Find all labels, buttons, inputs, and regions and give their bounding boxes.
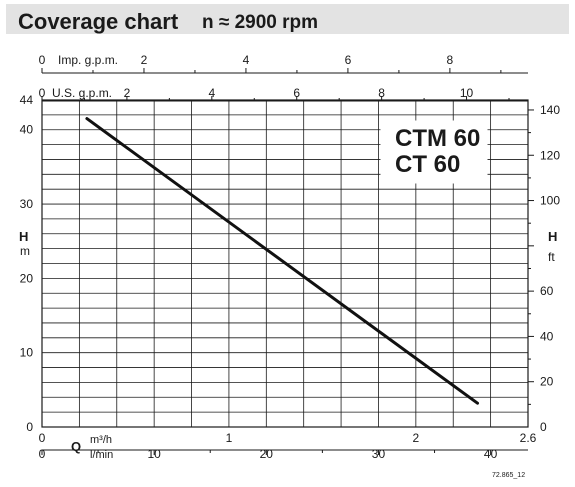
lmin-tick-label: 0 [39, 447, 46, 461]
m3h-tick-label: 1 [226, 431, 233, 445]
axes: 0 2 4 6 80 2 4 6 8 100102030404402040601001201400… [20, 53, 561, 461]
left-axis-tick-label: 20 [20, 271, 34, 285]
left-axis-unit: m [20, 244, 30, 258]
q-label: Q [71, 439, 81, 454]
m3h-tick-label: 2 [413, 431, 420, 445]
us-gpm-tick-label: 8 [378, 86, 385, 100]
lmin-tick-label: 30 [372, 447, 386, 461]
performance-curve [85, 117, 479, 405]
left-axis-tick-label: 10 [20, 346, 34, 360]
us-gpm-tick-label: 10 [460, 86, 474, 100]
model-label-ct: CT 60 [395, 151, 460, 178]
lmin-tick-label: 10 [147, 447, 161, 461]
left-axis-tick-label: 0 [26, 420, 33, 434]
right-axis-tick-label: 0 [540, 420, 547, 434]
marks [85, 117, 479, 405]
imp-gpm-tick-label: 8 [447, 53, 454, 67]
model-label-ctm: CTM 60 [395, 125, 480, 152]
right-axis-tick-label: 100 [540, 194, 560, 208]
top-axis-imp-label: Imp. g.p.m. [58, 53, 118, 67]
plot-frame [41, 99, 529, 428]
left-axis-label: H [19, 229, 28, 244]
right-axis-tick-label: 120 [540, 148, 560, 162]
title-bar: Coverage chart n ≈ 2900 rpm [6, 4, 569, 34]
right-axis-tick-label: 140 [540, 103, 560, 117]
lmin-tick-label: 20 [260, 447, 274, 461]
lmin-tick-label: 40 [484, 447, 498, 461]
right-axis-label: H [548, 229, 557, 244]
imp-gpm-tick-label: 2 [141, 53, 148, 67]
chart-title: Coverage chart [18, 9, 179, 34]
us-gpm-tick-label: 4 [208, 86, 215, 100]
m3h-unit-label: m³/h [90, 434, 112, 446]
left-axis-tick-label: 44 [20, 93, 34, 107]
speed-label: n ≈ 2900 rpm [202, 12, 319, 33]
us-gpm-tick-label: 0 [39, 86, 46, 100]
left-axis-tick-label: 40 [20, 123, 34, 137]
us-gpm-tick-label: 6 [293, 86, 300, 100]
right-axis-tick-label: 60 [540, 284, 554, 298]
left-axis-tick-label: 30 [20, 197, 34, 211]
model-label-box [380, 120, 488, 184]
right-axis-unit: ft [548, 250, 555, 264]
imp-gpm-tick-label: 0 [39, 53, 46, 67]
lmin-unit-label: l/min [90, 449, 113, 461]
right-axis-tick-label: 40 [540, 329, 554, 343]
top-axis-us-label: U.S. g.p.m. [52, 86, 112, 100]
imp-gpm-tick-label: 6 [345, 53, 352, 67]
reference-code: 72.865_12 [492, 472, 525, 479]
m3h-tick-label: 0 [39, 431, 46, 445]
us-gpm-tick-label: 2 [124, 86, 131, 100]
m3h-tick-label: 2.6 [520, 431, 537, 445]
right-axis-tick-label: 20 [540, 375, 554, 389]
imp-gpm-tick-label: 4 [243, 53, 250, 67]
